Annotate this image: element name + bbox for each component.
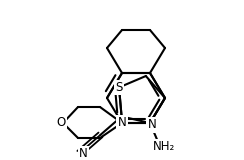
Text: S: S xyxy=(115,81,123,94)
Text: N: N xyxy=(118,116,126,129)
Text: N: N xyxy=(148,119,156,132)
Text: NH₂: NH₂ xyxy=(153,140,175,153)
Text: N: N xyxy=(79,147,88,160)
Text: O: O xyxy=(56,116,66,129)
